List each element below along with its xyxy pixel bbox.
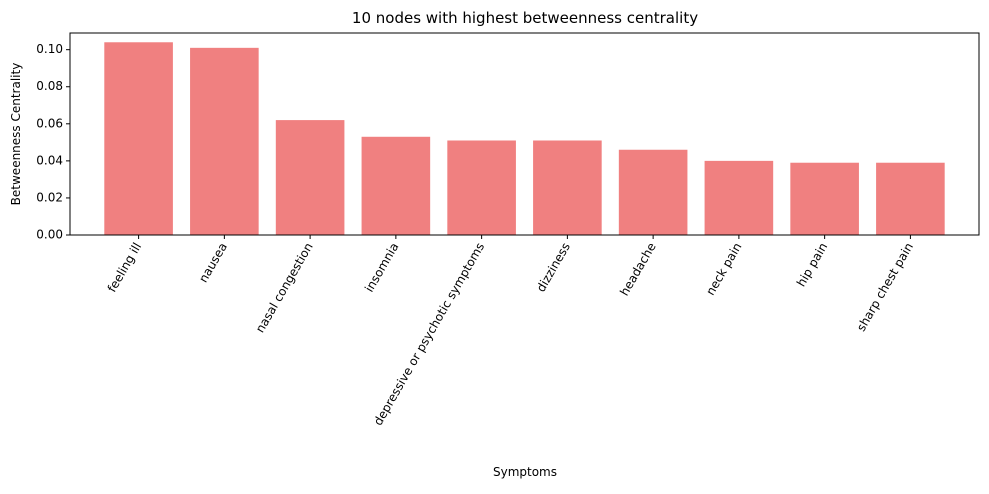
bar-0 <box>104 42 173 235</box>
bar-3 <box>361 136 431 235</box>
y-tick-label-0: 0.00 <box>36 228 63 242</box>
y-tick-label-5: 0.10 <box>36 42 63 56</box>
bar-2 <box>275 120 345 235</box>
x-tick-label-9: sharp chest pain <box>854 240 916 333</box>
bar-6 <box>618 149 688 235</box>
x-axis: feeling ill nausea nasal congestion insomni… <box>105 235 916 428</box>
bar-5 <box>533 140 602 235</box>
chart-title: 10 nodes with highest betweenness centra… <box>352 9 698 27</box>
bar-1 <box>190 47 259 235</box>
y-tick-label-1: 0.02 <box>36 190 63 204</box>
y-tick-label-2: 0.04 <box>36 153 63 167</box>
x-tick-label-7: neck pain <box>703 240 744 297</box>
y-axis-label: Betweenness Centrality <box>9 63 23 206</box>
y-axis: 0.00 0.02 0.04 0.06 0.08 0.10 <box>36 42 70 242</box>
bar-4 <box>447 140 516 235</box>
x-tick-label-6: headache <box>617 240 659 298</box>
x-tick-label-8: hip pain <box>794 240 830 289</box>
x-tick-label-2: nasal congestion <box>253 240 316 335</box>
x-tick-label-0: feeling ill <box>105 240 144 294</box>
y-tick-label-4: 0.08 <box>36 79 63 93</box>
bar-7 <box>704 160 774 235</box>
bars-layer <box>104 42 945 235</box>
x-axis-label: Symptoms <box>493 465 557 479</box>
x-tick-label-3: insomnia <box>362 240 401 294</box>
x-tick-label-5: dizziness <box>534 240 573 294</box>
plot-frame <box>69 32 980 236</box>
y-tick-label-3: 0.06 <box>36 116 63 130</box>
bar-9 <box>876 162 945 235</box>
x-tick-label-1: nausea <box>196 240 230 285</box>
bar-8 <box>790 162 859 235</box>
